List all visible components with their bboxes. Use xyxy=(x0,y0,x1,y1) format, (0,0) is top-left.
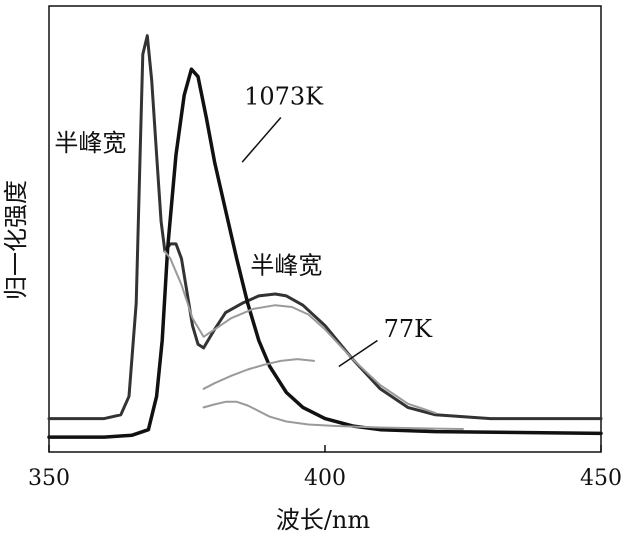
x-tick-label: 350 xyxy=(28,466,70,491)
annotation-leader-line xyxy=(338,339,378,368)
series-line-1073k xyxy=(47,67,603,439)
x-tick-label: 450 xyxy=(580,466,622,491)
x-tick-layer: 350 400 450 xyxy=(28,445,622,491)
annotation-leader-line xyxy=(241,117,282,163)
annotation-label: 半峰宽 xyxy=(54,129,126,157)
series-line-3 xyxy=(163,250,437,414)
series-layer xyxy=(47,34,603,439)
x-axis-title: 波长/nm xyxy=(276,506,371,533)
annotation-label: 77K xyxy=(384,315,434,343)
series-line-77k xyxy=(47,34,603,421)
plot-frame xyxy=(48,5,602,453)
y-axis-title: 归一化强度 xyxy=(2,180,30,300)
series-line-4 xyxy=(202,358,315,390)
annotation-label: 1073K xyxy=(244,82,324,110)
series-line-5 xyxy=(202,400,464,430)
annotation-label: 半峰宽 xyxy=(250,252,322,280)
plot-border xyxy=(48,5,602,453)
x-tick-label: 400 xyxy=(304,466,346,491)
